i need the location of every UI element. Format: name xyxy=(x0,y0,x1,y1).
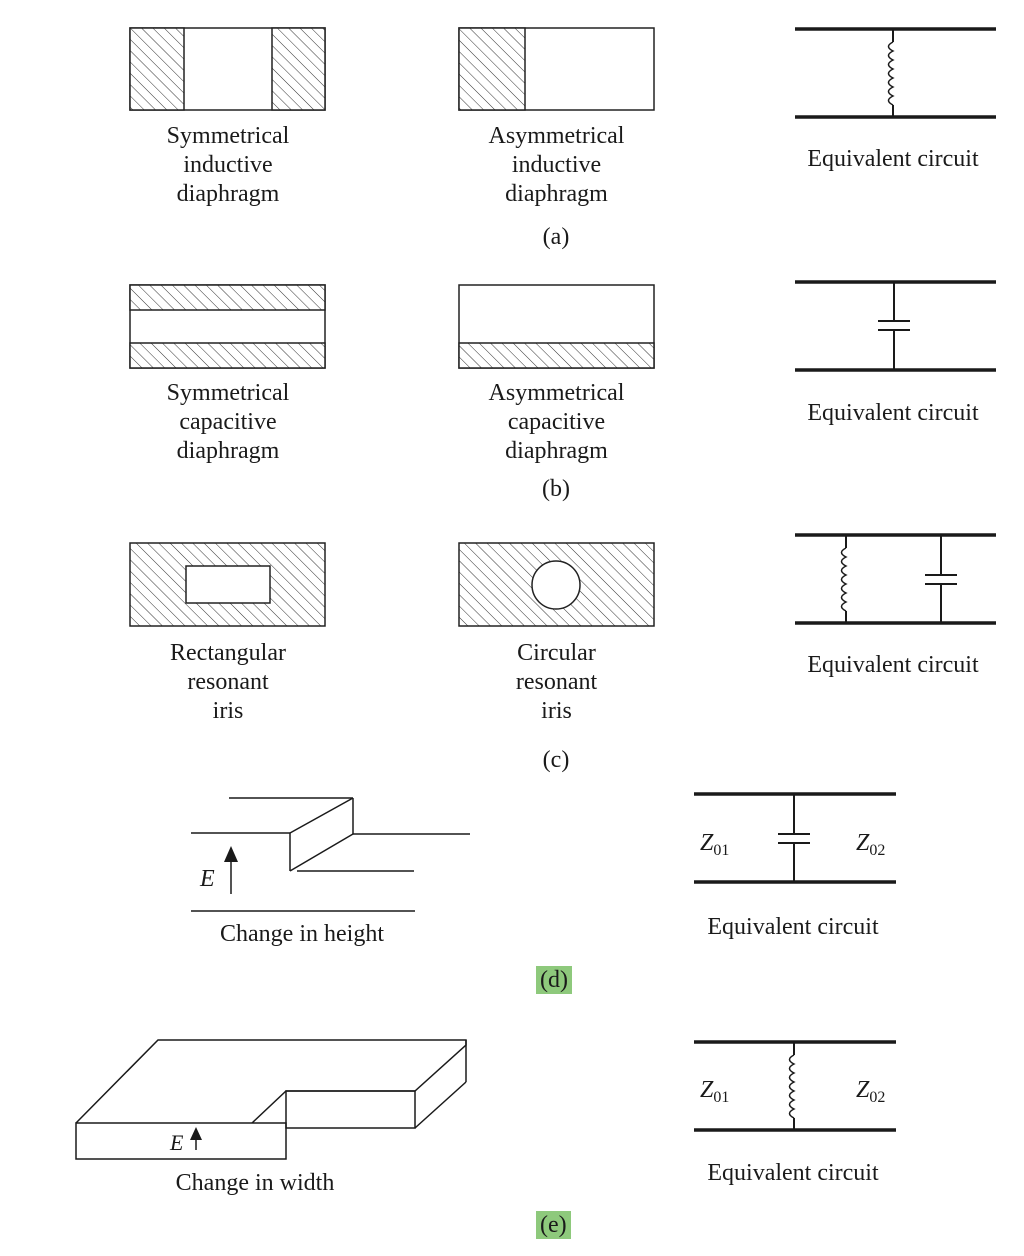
field-label-d: E xyxy=(199,866,215,892)
impedance-z02-e: Z02 xyxy=(856,1077,885,1106)
field-label-e: E xyxy=(169,1130,184,1155)
label-symmetrical-capacitive-diaphragm: Symmetrical capacitive diaphragm xyxy=(166,380,290,464)
symmetrical-capacitive-diaphragm xyxy=(129,284,326,369)
inductor-equivalent-circuit-a xyxy=(795,27,996,119)
label-asymmetrical-capacitive-diaphragm: Asymmetrical capacitive diaphragm xyxy=(488,380,625,464)
impedance-z02-d: Z02 xyxy=(856,830,885,859)
parallel-lc-equivalent-circuit-c xyxy=(795,533,996,625)
rectangular-resonant-iris xyxy=(129,542,326,627)
figure-tag-b: (b) xyxy=(542,476,570,502)
caption-change-in-width: Change in width xyxy=(175,1170,335,1196)
label-symmetrical-inductive-diaphragm: Symmetrical inductive diaphragm xyxy=(166,123,290,207)
asymmetrical-inductive-diaphragm xyxy=(458,27,655,111)
impedance-z01-e: Z01 xyxy=(700,1077,729,1106)
capacitor-equivalent-circuit-d xyxy=(694,792,896,884)
figure-tag-e: (e) xyxy=(536,1211,571,1239)
asymmetrical-capacitive-diaphragm xyxy=(458,284,655,369)
figure-tag-c: (c) xyxy=(542,747,570,773)
impedance-z01-d: Z01 xyxy=(700,830,729,859)
label-rectangular-resonant-iris: Rectangular resonant iris xyxy=(170,640,286,724)
figure-tag-a: (a) xyxy=(542,224,570,250)
equivalent-circuit-caption-c: Equivalent circuit xyxy=(807,652,979,678)
circular-resonant-iris xyxy=(458,542,655,627)
inductor-equivalent-circuit-e xyxy=(694,1040,896,1132)
equivalent-circuit-caption-a: Equivalent circuit xyxy=(807,146,979,172)
symmetrical-inductive-diaphragm xyxy=(129,27,326,111)
capacitor-equivalent-circuit-b xyxy=(795,280,996,372)
equivalent-circuit-caption-b: Equivalent circuit xyxy=(807,400,979,426)
label-asymmetrical-inductive-diaphragm: Asymmetrical inductive diaphragm xyxy=(488,123,625,207)
caption-change-in-height: Change in height xyxy=(220,921,384,947)
equivalent-circuit-caption-d: Equivalent circuit xyxy=(707,914,879,940)
equivalent-circuit-caption-e: Equivalent circuit xyxy=(707,1160,879,1186)
change-in-height-step xyxy=(191,797,470,912)
figure-tag-d: (d) xyxy=(536,966,572,994)
change-in-width-step xyxy=(75,1039,467,1160)
label-circular-resonant-iris: Circular resonant iris xyxy=(515,640,598,724)
